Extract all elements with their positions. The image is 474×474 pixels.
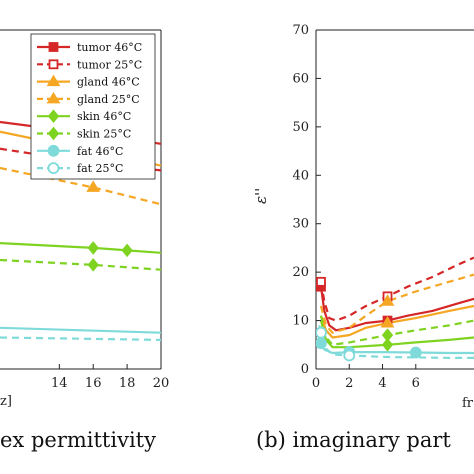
left-caption: ex permittivity [0, 428, 156, 452]
left-plot-axes [0, 29, 162, 370]
legend-label: fat 46°C [77, 145, 123, 158]
right-y-axis-label: ε'' [252, 188, 270, 204]
left-series-skin-46-c [0, 242, 161, 254]
left-x-tick-label: 18 [119, 376, 136, 391]
left-marker-skin-46-c [121, 243, 133, 258]
right-x-tick-label: 2 [345, 376, 353, 391]
left-marker-gland-25-c [86, 180, 101, 192]
right-x-axis-label: fr [462, 396, 474, 411]
right-plot-axes [315, 29, 474, 370]
right-y-tick-label: 30 [292, 217, 309, 232]
legend-swatch-marker [46, 91, 61, 104]
right-x-ticks: 0 2 4 6 [312, 364, 420, 391]
left-x-ticks: 14 16 18 20 [51, 364, 169, 391]
left-marker-skin-25-c [87, 258, 99, 272]
right-marker-fat-25-c [316, 326, 327, 339]
legend-label: tumor 46°C [77, 41, 142, 54]
right-marker-skin-46-c [381, 338, 394, 352]
legend-label: gland 25°C [77, 93, 140, 106]
right-y-tick-label: 10 [292, 314, 309, 329]
right-x-tick-label: 4 [378, 376, 386, 391]
right-series-fat-25-c [318, 325, 474, 359]
right-markers-group [316, 276, 422, 362]
right-y-tick-label: 60 [292, 71, 309, 86]
left-series-fat-25-c [0, 336, 161, 341]
left-series-skin-25-c [0, 258, 161, 271]
right-series-fat-46-c [318, 339, 474, 355]
right-marker-gland-25-c [380, 294, 395, 306]
right-caption: (b) imaginary part [256, 428, 451, 452]
left-x-tick-label: 16 [85, 376, 102, 391]
legend-items: tumor 46°C tumor 25°C gland 46°C gland 25°C… [37, 41, 142, 175]
legend: tumor 46°C tumor 25°C gland 46°C gland 25°C… [30, 33, 156, 180]
right-y-tick-label: 50 [292, 120, 309, 135]
right-x-tick-label: 0 [312, 376, 320, 391]
legend-label: tumor 25°C [77, 58, 142, 71]
right-y-tick-label: 20 [292, 265, 309, 280]
legend-label: fat 25°C [77, 162, 123, 175]
right-series-tumor-46-c [319, 286, 474, 332]
legend-swatch-marker [47, 109, 60, 123]
legend-swatch-marker [47, 126, 60, 141]
right-marker-fat-25-c [343, 349, 356, 362]
right-marker-fat-46-c [316, 337, 327, 350]
right-series-group [318, 256, 474, 359]
right-series-tumor-25-c [319, 256, 474, 322]
left-series-fat-46-c [0, 326, 161, 334]
left-marker-skin-46-c [87, 241, 99, 255]
left-x-axis-label: z] [0, 394, 12, 409]
legend-swatch-marker [48, 59, 59, 70]
right-y-ticks: 0 10 20 30 40 50 60 70 [292, 23, 321, 377]
left-x-tick-label: 14 [51, 376, 68, 391]
left-x-tick-label: 20 [153, 376, 170, 391]
legend-swatch-marker [46, 74, 61, 87]
right-y-tick-label: 0 [301, 362, 309, 377]
right-marker-gland-46-c [380, 316, 395, 328]
legend-label: skin 46°C [77, 110, 131, 123]
right-x-tick-label: 6 [412, 376, 420, 391]
legend-swatch-marker [48, 42, 59, 52]
right-marker-skin-25-c [381, 328, 394, 342]
right-marker-fat-46-c [409, 346, 422, 359]
legend-swatch-marker [47, 162, 60, 175]
right-series-skin-25-c [319, 315, 474, 346]
legend-swatch-marker [47, 144, 60, 157]
right-y-tick-label: 70 [292, 23, 309, 38]
right-series-skin-46-c [319, 320, 474, 349]
right-y-tick-label: 40 [292, 168, 309, 183]
right-series-gland-46-c [319, 304, 474, 339]
legend-label: gland 46°C [77, 76, 140, 89]
right-series-gland-25-c [319, 273, 474, 334]
legend-label: skin 25°C [77, 128, 131, 141]
right-marker-tumor-25-c [316, 276, 326, 287]
